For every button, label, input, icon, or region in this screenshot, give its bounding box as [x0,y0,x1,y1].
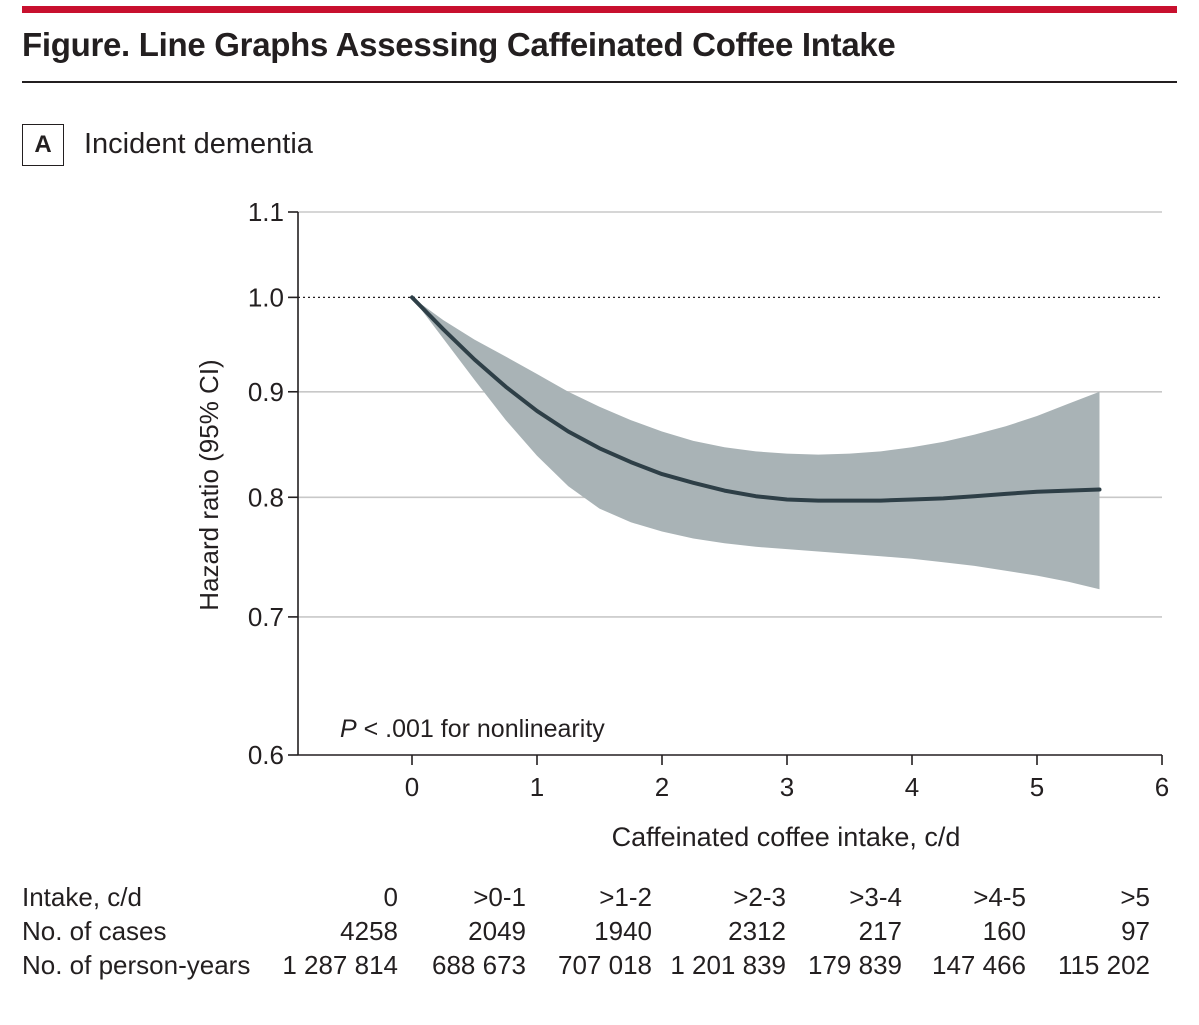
table-cell: 160 [982,916,1026,946]
table-row: No. of person-years 1 287 814 688 673 70… [22,948,1172,982]
table-row: No. of cases 4258 2049 1940 2312 217 160… [22,914,1172,948]
row-label-cases: No. of cases [22,916,167,946]
table-cell: 97 [1121,916,1150,946]
table-cell: 179 839 [808,950,902,980]
y-tick-label: 1.1 [248,197,284,227]
title-rule [22,81,1177,83]
table-cell: >3-4 [849,882,902,912]
nonlinearity-annotation: P < .001 for nonlinearity [340,715,605,743]
table-cell: 147 466 [932,950,1026,980]
y-axis-label: Hazard ratio (95% CI) [194,359,224,610]
hazard-ratio-line [410,295,1102,503]
y-tick-label: 1.0 [248,282,284,312]
table-cell: 707 018 [558,950,652,980]
panel-title: Incident dementia [84,128,313,160]
p-annotation-text: < .001 for nonlinearity [357,715,606,743]
table-cell: 0 [383,882,398,912]
table-cell: >2-3 [733,882,786,912]
table-cell: 1 287 814 [282,950,398,980]
y-tick-label: 0.9 [248,377,284,407]
x-tick-label: 2 [655,772,669,802]
table-cell: >1-2 [599,882,652,912]
table-cell: >0-1 [473,882,526,912]
confidence-band [412,297,1100,590]
panel-letter: A [22,124,64,166]
table-cell: 1940 [594,916,652,946]
top-accent-rule [22,6,1177,13]
table-cell: 217 [858,916,902,946]
p-symbol: P [340,715,357,743]
row-label-intake: Intake, c/d [22,882,142,912]
x-tick-label: 3 [780,772,794,802]
table-cell: 2049 [468,916,526,946]
x-tick-label: 4 [905,772,919,802]
y-tick-label: 0.6 [248,740,284,770]
table-cell: 115 202 [1057,950,1150,980]
table-cell: >4-5 [973,882,1026,912]
table-cell: 4258 [340,916,398,946]
row-label-person-years: No. of person-years [22,950,251,980]
table-cell: 688 673 [432,950,526,980]
x-tick-label: 0 [405,772,419,802]
x-tick-label: 6 [1155,772,1169,802]
x-tick-label: 1 [530,772,544,802]
x-axis-label: Caffeinated coffee intake, c/d [612,822,961,852]
figure-title: Figure. Line Graphs Assessing Caffeinate… [22,26,896,63]
hazard-ratio-chart: 0.6 0.7 0.8 0.9 1.0 1.1 0 1 2 3 4 5 6 Hazard ratio (… [194,197,1169,852]
x-tick-label: 5 [1030,772,1044,802]
table-cell: >5 [1120,882,1150,912]
intake-table: Intake, c/d 0 >0-1 >1-2 >2-3 >3-4 >4-5 >… [22,880,1172,982]
table-cell: 1 201 839 [670,950,786,980]
y-tick-label: 0.8 [248,482,284,512]
table-cell: 2312 [728,916,786,946]
y-tick-label: 0.7 [248,602,284,632]
table-row: Intake, c/d 0 >0-1 >1-2 >2-3 >3-4 >4-5 >… [22,880,1172,914]
